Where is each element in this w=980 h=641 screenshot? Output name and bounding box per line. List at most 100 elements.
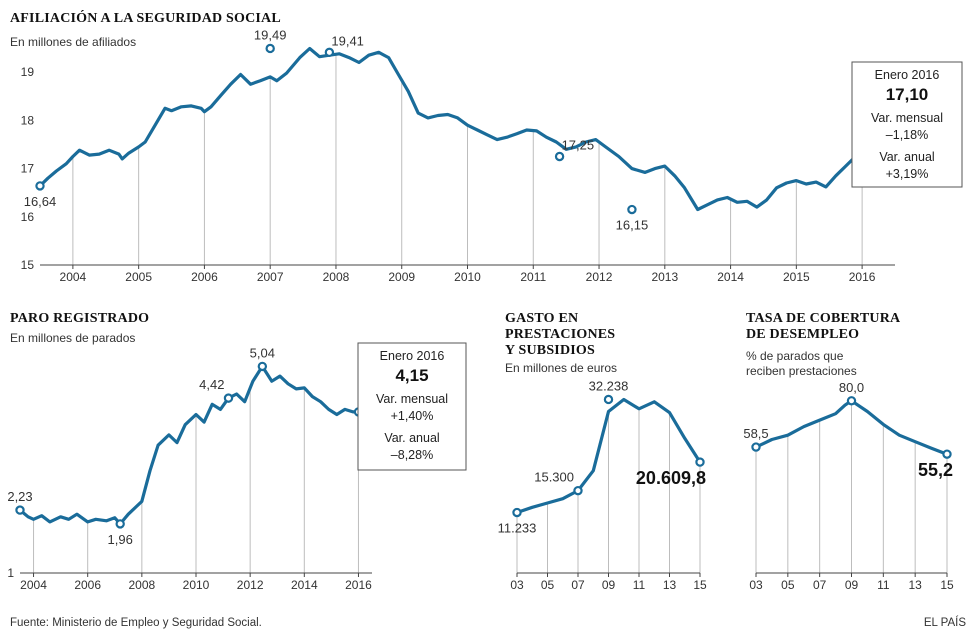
x-tick-label: 2014 bbox=[291, 578, 318, 592]
data-label: 2,23 bbox=[7, 489, 32, 504]
y-tick-label: 19 bbox=[21, 65, 35, 79]
x-tick-label: 2006 bbox=[74, 578, 101, 592]
x-tick-label: 11 bbox=[633, 578, 646, 592]
box-label-annual: Var. anual bbox=[879, 150, 934, 164]
x-tick-label: 03 bbox=[510, 578, 524, 592]
chart-title: Y SUBSIDIOS bbox=[505, 343, 595, 358]
x-tick-label: 2014 bbox=[717, 270, 744, 284]
data-label: 55,2 bbox=[918, 460, 953, 480]
data-label: 80,0 bbox=[839, 380, 864, 395]
x-tick-label: 11 bbox=[877, 578, 890, 592]
x-tick-label: 07 bbox=[571, 578, 585, 592]
chart-title: AFILIACIÓN A LA SEGURIDAD SOCIAL bbox=[10, 9, 281, 26]
data-label: 19,41 bbox=[331, 33, 364, 48]
x-tick-label: 09 bbox=[602, 578, 616, 592]
x-tick-label: 2011 bbox=[520, 270, 546, 284]
data-label: 58,5 bbox=[743, 426, 768, 441]
point-marker bbox=[257, 361, 268, 372]
chart-title: TASA DE COBERTURA bbox=[746, 311, 901, 326]
point-marker bbox=[223, 393, 234, 403]
box-date: Enero 2016 bbox=[875, 68, 940, 82]
box-label-monthly: Var. mensual bbox=[871, 111, 943, 125]
series-line bbox=[18, 364, 361, 526]
x-tick-label: 2005 bbox=[125, 270, 152, 284]
chart-title: DE DESEMPLEO bbox=[746, 327, 859, 342]
box-date: Enero 2016 bbox=[380, 349, 445, 363]
box-label-annual: Var. anual bbox=[384, 431, 439, 445]
data-label: 16,15 bbox=[616, 218, 649, 233]
point-marker bbox=[751, 442, 761, 452]
point-marker bbox=[554, 151, 565, 162]
data-label: 4,42 bbox=[199, 377, 224, 392]
chart-title: GASTO EN bbox=[505, 311, 578, 326]
data-label: 5,04 bbox=[250, 345, 275, 360]
x-tick-label: 2010 bbox=[454, 270, 481, 284]
x-tick-label: 2006 bbox=[191, 270, 218, 284]
x-tick-label: 2012 bbox=[237, 578, 264, 592]
y-tick-label: 18 bbox=[21, 113, 35, 127]
x-tick-label: 07 bbox=[813, 578, 827, 592]
x-tick-label: 2007 bbox=[257, 270, 284, 284]
box-value-annual: –8,28% bbox=[391, 448, 433, 462]
chart-title: PARO REGISTRADO bbox=[10, 311, 149, 326]
point-marker bbox=[512, 507, 522, 518]
box-label-monthly: Var. mensual bbox=[376, 392, 448, 406]
point-marker bbox=[324, 47, 335, 58]
x-tick-label: 2013 bbox=[651, 270, 678, 284]
point-marker bbox=[15, 505, 25, 515]
chart-title: PRESTACIONES bbox=[505, 327, 615, 342]
point-marker bbox=[695, 457, 705, 467]
footer-source: Fuente: Ministerio de Empleo y Seguridad… bbox=[10, 617, 262, 629]
chart-paro: PARO REGISTRADO En millones de parados 1 20… bbox=[7, 311, 467, 592]
x-tick-label: 09 bbox=[845, 578, 859, 592]
point-marker bbox=[265, 43, 275, 54]
x-tick-label: 2004 bbox=[60, 270, 87, 284]
data-label: 17,25 bbox=[562, 138, 595, 153]
point-marker bbox=[942, 449, 952, 459]
box-value-monthly: –1,18% bbox=[886, 128, 928, 142]
data-label: 1,96 bbox=[108, 532, 133, 547]
box-value: 4,15 bbox=[395, 366, 428, 385]
chart-subtitle: % de parados que bbox=[746, 349, 844, 363]
data-label: 11.233 bbox=[498, 521, 537, 536]
x-tick-label: 05 bbox=[541, 578, 555, 592]
x-tick-label: 2009 bbox=[388, 270, 415, 284]
footer-brand: EL PAÍS bbox=[924, 616, 967, 629]
x-tick-label: 05 bbox=[781, 578, 795, 592]
x-tick-label: 2015 bbox=[783, 270, 810, 284]
x-tick-label: 2004 bbox=[20, 578, 47, 592]
point-marker bbox=[35, 181, 45, 191]
x-tick-label: 2008 bbox=[128, 578, 155, 592]
y-tick-label: 15 bbox=[21, 258, 35, 272]
box-value-monthly: +1,40% bbox=[391, 409, 434, 423]
point-marker bbox=[573, 485, 583, 496]
point-marker bbox=[627, 204, 637, 215]
box-value: 17,10 bbox=[886, 85, 929, 104]
x-tick-label: 13 bbox=[663, 578, 677, 592]
chart-afiliacion: AFILIACIÓN A LA SEGURIDAD SOCIAL En millo… bbox=[10, 9, 963, 284]
chart-subtitle: En millones de afiliados bbox=[10, 35, 136, 49]
summary-box bbox=[851, 61, 963, 188]
data-label: 32.238 bbox=[589, 378, 629, 393]
x-tick-label: 2016 bbox=[345, 578, 372, 592]
chart-subtitle: En millones de euros bbox=[505, 361, 617, 375]
data-label: 19,49 bbox=[254, 27, 287, 42]
x-tick-label: 2010 bbox=[183, 578, 210, 592]
data-label: 20.609,8 bbox=[636, 468, 706, 488]
data-label: 16,64 bbox=[24, 194, 57, 209]
x-tick-label: 15 bbox=[693, 578, 707, 592]
x-tick-label: 2008 bbox=[323, 270, 350, 284]
point-marker bbox=[846, 396, 857, 406]
y-tick-label: 1 bbox=[7, 566, 14, 580]
chart-subtitle: En millones de parados bbox=[10, 331, 135, 345]
x-tick-label: 2012 bbox=[586, 270, 613, 284]
y-tick-label: 17 bbox=[21, 162, 35, 176]
series-line bbox=[38, 46, 897, 212]
point-marker bbox=[603, 394, 614, 405]
x-tick-label: 2016 bbox=[849, 270, 876, 284]
x-tick-label: 15 bbox=[940, 578, 954, 592]
box-value-annual: +3,19% bbox=[886, 167, 929, 181]
